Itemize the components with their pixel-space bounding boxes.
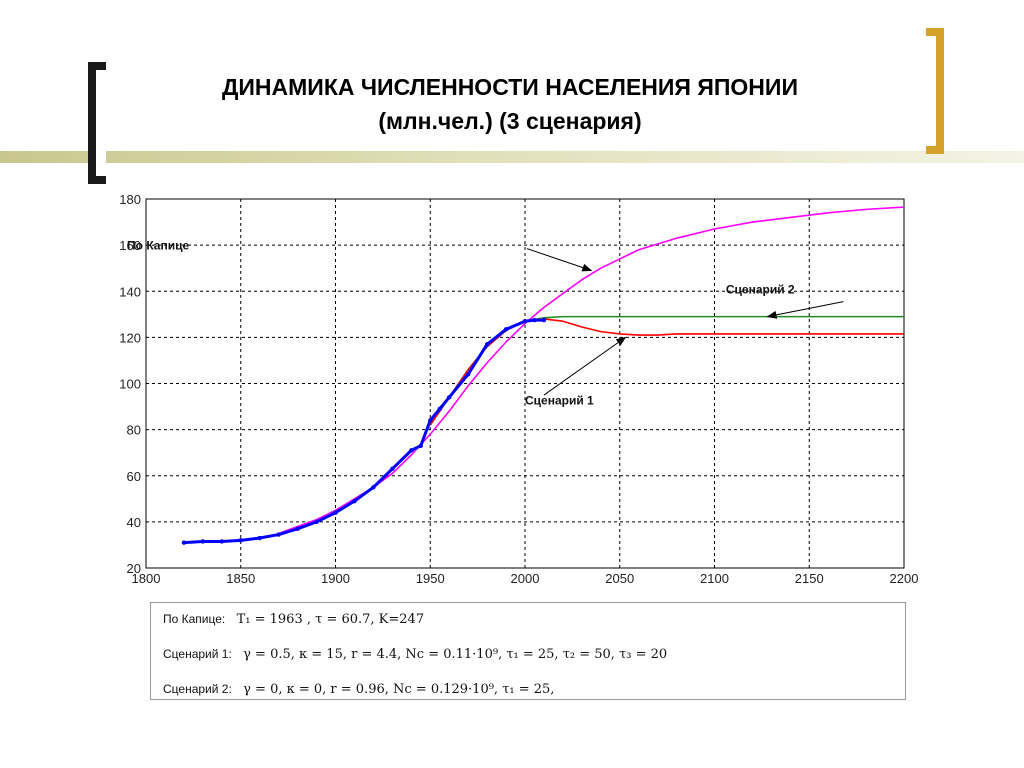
data-point [200,539,206,544]
data-point [428,418,433,423]
data-point [352,498,357,504]
x-tick-label: 2200 [890,571,919,586]
data-point [465,372,471,377]
y-tick-label: 20 [127,561,141,576]
data-point [333,510,338,515]
annotation-arrow [766,301,844,319]
y-tick-label: 140 [119,284,141,299]
y-tick-label: 40 [127,515,141,530]
params-label-kapitsa: По Капице: [163,612,226,626]
data-point [532,317,537,323]
series-lines [181,206,905,545]
right-bracket-decoration [926,28,944,154]
data-point [257,535,262,541]
parameters-box: По Капице: T₁ = 1963 , τ = 60.7, K=247 С… [150,602,906,700]
params-label-scenario-2: Сценарий 2: [163,682,232,696]
title-line-1: ДИНАМИКА ЧИСЛЕННОСТИ НАСЕЛЕНИЯ ЯПОНИИ [222,74,798,100]
data-point [295,526,300,531]
data-point [371,485,376,490]
data-point [541,317,547,323]
x-tick-label: 2050 [605,571,634,586]
decorative-band [0,151,1024,163]
x-tick-label: 1950 [416,571,445,586]
slide-title: ДИНАМИКА ЧИСЛЕННОСТИ НАСЕЛЕНИЯ ЯПОНИИ (м… [110,70,910,138]
params-row-scenario-2: Сценарий 2: γ = 0, κ = 0, r = 0.96, Nc =… [163,682,554,697]
data-point [219,539,224,544]
data-point [437,406,442,412]
data-point [390,466,395,472]
annotation-label: Сценарий 1 [525,393,594,407]
grid-lines [146,199,904,568]
y-tick-label: 80 [127,423,141,438]
x-tick-label: 1800 [132,571,161,586]
data-point [522,319,528,324]
params-formula-kapitsa: T₁ = 1963 , τ = 60.7, K=247 [236,612,425,627]
y-tick-label: 180 [119,192,141,207]
left-bracket-decoration [88,62,106,184]
data-point [409,448,414,453]
title-line-2: (млн.чел.) (3 сценария) [378,108,642,134]
x-tick-label: 1900 [321,571,350,586]
y-tick-label: 100 [119,377,141,392]
y-tick-label: 60 [127,469,141,484]
annotation-label: Сценарий 2 [726,283,795,297]
params-row-kapitsa: По Капице: T₁ = 1963 , τ = 60.7, K=247 [163,612,424,627]
population-chart: 1800 1850 1900 1950 2000 2050 2100 2150 2200 20 40… [119,192,918,586]
y-tick-label: 160 [119,238,141,253]
data-point [484,342,490,347]
y-tick-label: 120 [119,330,141,345]
data-point [314,519,319,525]
params-formula-scenario-1: γ = 0.5, κ = 15, r = 4.4, Nc = 0.11·10⁹,… [243,647,668,662]
x-tick-label: 2150 [795,571,824,586]
params-formula-scenario-2: γ = 0, κ = 0, r = 0.96, Nc = 0.129·10⁹, … [243,682,555,697]
params-label-scenario-1: Сценарий 1: [163,647,232,661]
x-tick-label: 2100 [700,571,729,586]
x-tick-label: 1850 [226,571,255,586]
data-point [238,538,243,543]
x-tick-label: 2000 [511,571,540,586]
annotation-arrow [526,248,593,272]
tick-labels: 1800 1850 1900 1950 2000 2050 2100 2150 2200 20 40… [119,192,918,586]
annotation-arrow [543,336,627,396]
data-point [503,327,509,332]
data-point [276,532,281,537]
annotations: По Капице Сценарий 2 Сценарий 1 [127,239,844,407]
params-row-scenario-1: Сценарий 1: γ = 0.5, κ = 15, r = 4.4, Nc… [163,647,667,662]
data-point [418,443,423,448]
annotation-label: По Капице [127,239,189,253]
data-point [181,540,187,545]
data-point [447,395,452,400]
